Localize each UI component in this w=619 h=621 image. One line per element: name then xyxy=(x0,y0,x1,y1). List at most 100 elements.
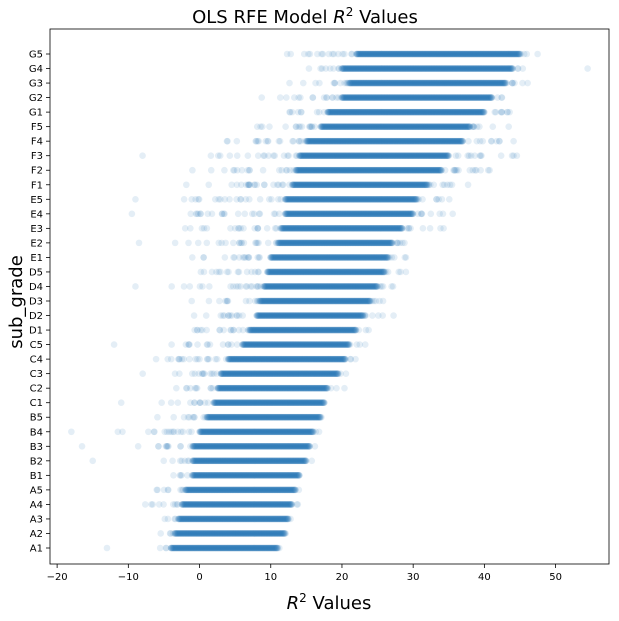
point xyxy=(194,544,202,552)
point xyxy=(189,544,196,552)
point xyxy=(257,544,265,552)
point xyxy=(176,544,184,552)
point xyxy=(209,544,216,552)
point xyxy=(173,544,181,552)
point xyxy=(232,544,239,552)
point xyxy=(245,544,252,552)
point xyxy=(213,544,220,552)
point xyxy=(167,399,175,407)
point xyxy=(155,442,162,450)
point xyxy=(251,544,259,552)
series-A1 xyxy=(103,544,283,552)
point xyxy=(229,544,236,552)
point xyxy=(170,544,178,552)
point xyxy=(169,544,177,552)
point xyxy=(222,544,230,552)
point xyxy=(202,544,210,552)
point xyxy=(195,544,203,552)
point xyxy=(168,544,176,552)
point xyxy=(228,544,235,552)
point xyxy=(259,544,267,552)
point xyxy=(236,544,244,552)
point xyxy=(184,544,192,552)
point xyxy=(176,472,184,479)
point xyxy=(170,472,177,479)
point xyxy=(175,544,183,552)
point xyxy=(192,384,200,392)
point xyxy=(165,442,172,450)
point xyxy=(184,472,191,479)
point xyxy=(237,544,245,552)
series-A2 xyxy=(157,530,290,537)
point xyxy=(190,544,198,552)
point xyxy=(221,544,229,552)
point xyxy=(236,544,244,552)
point xyxy=(177,486,184,494)
point xyxy=(179,544,187,552)
point xyxy=(255,544,262,552)
point xyxy=(251,544,258,552)
point xyxy=(134,442,142,450)
point xyxy=(262,544,269,552)
point xyxy=(186,544,193,552)
point xyxy=(206,544,213,552)
point xyxy=(187,544,194,552)
point xyxy=(249,544,256,552)
point xyxy=(241,544,249,552)
point xyxy=(230,544,238,552)
point xyxy=(352,355,359,363)
point xyxy=(182,544,189,552)
point xyxy=(212,544,219,552)
point xyxy=(201,544,208,552)
point xyxy=(210,544,218,552)
point xyxy=(196,544,204,552)
point xyxy=(231,544,238,552)
point xyxy=(167,428,175,436)
point xyxy=(224,544,231,552)
point xyxy=(263,544,271,552)
series-C4 xyxy=(152,355,359,363)
point xyxy=(311,442,319,450)
point xyxy=(179,544,187,552)
point xyxy=(168,544,176,552)
point xyxy=(167,530,174,537)
point xyxy=(237,544,245,552)
point xyxy=(173,384,180,392)
point xyxy=(195,544,203,552)
point xyxy=(188,428,195,436)
point xyxy=(238,544,245,552)
point xyxy=(182,544,189,552)
point xyxy=(208,544,216,552)
point xyxy=(176,544,183,552)
series-A3 xyxy=(161,515,294,523)
point xyxy=(287,515,294,523)
point xyxy=(174,544,181,552)
point xyxy=(222,544,230,552)
point xyxy=(192,544,199,552)
point xyxy=(211,544,219,552)
point xyxy=(193,544,200,552)
point xyxy=(213,370,221,377)
point xyxy=(200,544,207,552)
point xyxy=(205,355,213,363)
point xyxy=(223,544,230,552)
point xyxy=(191,544,199,552)
point xyxy=(235,544,243,552)
point xyxy=(232,544,240,552)
point xyxy=(246,544,253,552)
point xyxy=(263,544,271,552)
point xyxy=(216,544,224,552)
point xyxy=(188,544,196,552)
point xyxy=(181,544,189,552)
point xyxy=(201,544,209,552)
point xyxy=(160,486,168,494)
point xyxy=(250,544,258,552)
point xyxy=(308,457,316,465)
point xyxy=(199,544,206,552)
point xyxy=(200,413,207,421)
point xyxy=(204,341,211,348)
point xyxy=(226,544,233,552)
point xyxy=(222,355,230,363)
point xyxy=(187,442,194,450)
